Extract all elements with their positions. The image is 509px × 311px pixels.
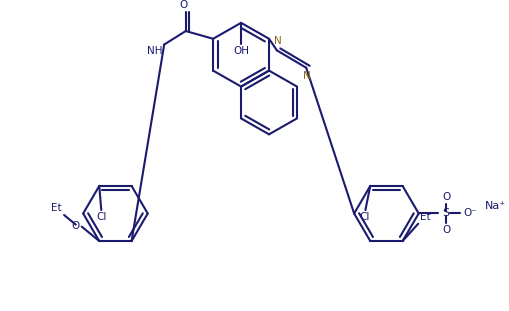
Text: O: O <box>71 220 80 231</box>
Text: NH: NH <box>147 46 162 57</box>
Text: N: N <box>274 36 281 46</box>
Text: OH: OH <box>233 46 249 56</box>
Text: Cl: Cl <box>359 212 370 222</box>
Text: O: O <box>180 0 188 10</box>
Text: N: N <box>303 71 311 81</box>
Text: S: S <box>442 208 449 219</box>
Text: Et: Et <box>51 203 62 213</box>
Text: O⁻: O⁻ <box>464 208 477 219</box>
Text: Cl: Cl <box>96 212 106 222</box>
Text: O: O <box>442 192 450 202</box>
Text: Et: Et <box>420 212 431 222</box>
Text: O: O <box>442 225 450 235</box>
Text: Na⁺: Na⁺ <box>485 201 506 211</box>
